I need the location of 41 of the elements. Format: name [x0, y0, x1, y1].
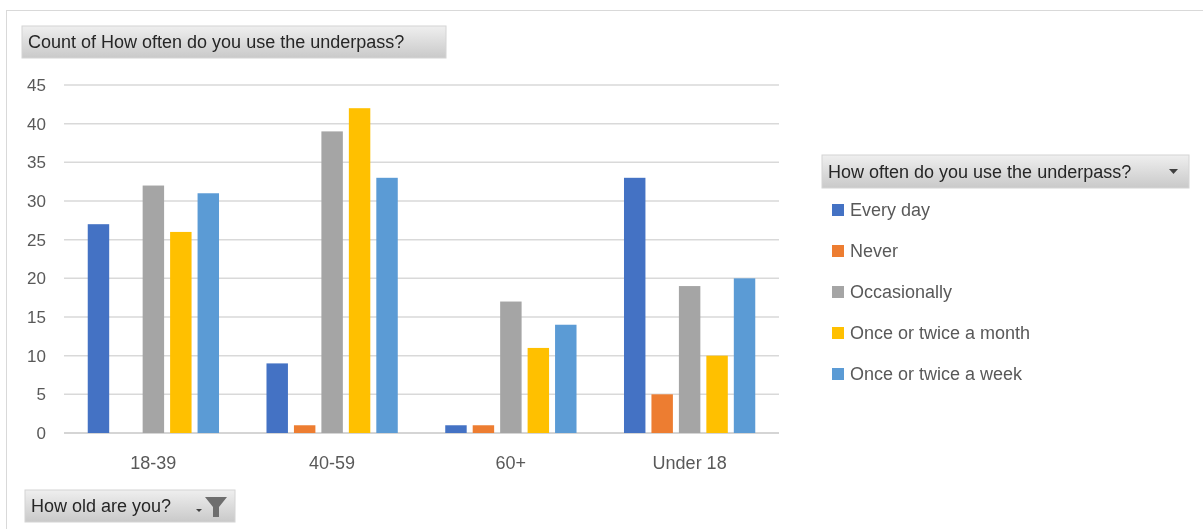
y-tick-label: 30	[27, 191, 46, 211]
legend-label: Occasionally	[850, 282, 953, 302]
legend-label: Never	[850, 241, 899, 261]
bar	[445, 425, 467, 433]
y-tick-label: 5	[36, 385, 46, 405]
legend-label: Every day	[850, 200, 931, 220]
y-tick-label: 20	[27, 269, 46, 289]
bar	[142, 185, 165, 433]
y-tick-label: 25	[27, 230, 46, 250]
bar	[733, 278, 756, 433]
bar	[348, 108, 371, 433]
x-tick-label: 60+	[495, 453, 527, 473]
legend-label: Once or twice a week	[850, 364, 1024, 384]
bar	[87, 224, 110, 433]
y-tick-label: 0	[36, 423, 46, 443]
bar	[293, 425, 316, 433]
bar	[623, 177, 646, 433]
y-tick-label: 15	[27, 307, 46, 327]
chart-title: Count of How often do you use the underpass?	[28, 32, 405, 52]
bar	[527, 347, 550, 433]
y-tick-label: 35	[27, 153, 46, 173]
y-tick-label: 10	[27, 346, 46, 366]
x-tick-label: 40-59	[309, 453, 356, 473]
y-tick-label: 45	[27, 75, 46, 95]
bar	[376, 177, 398, 433]
bar	[321, 131, 343, 433]
legend-label: Once or twice a month	[850, 323, 1031, 343]
bar	[170, 231, 192, 433]
bar	[197, 193, 220, 433]
bar	[555, 324, 577, 433]
x-tick-label: Under 18	[652, 453, 727, 473]
x-tick-label: 18-39	[130, 453, 177, 473]
legend-title: How often do you use the underpass?	[828, 161, 1132, 182]
bar	[706, 355, 728, 433]
bar	[651, 394, 673, 433]
bar	[678, 286, 701, 433]
bar	[500, 301, 522, 433]
bar	[472, 425, 495, 433]
x-axis-title: How old are you?	[31, 496, 172, 516]
y-tick-label: 40	[27, 114, 46, 134]
bar	[266, 363, 288, 433]
